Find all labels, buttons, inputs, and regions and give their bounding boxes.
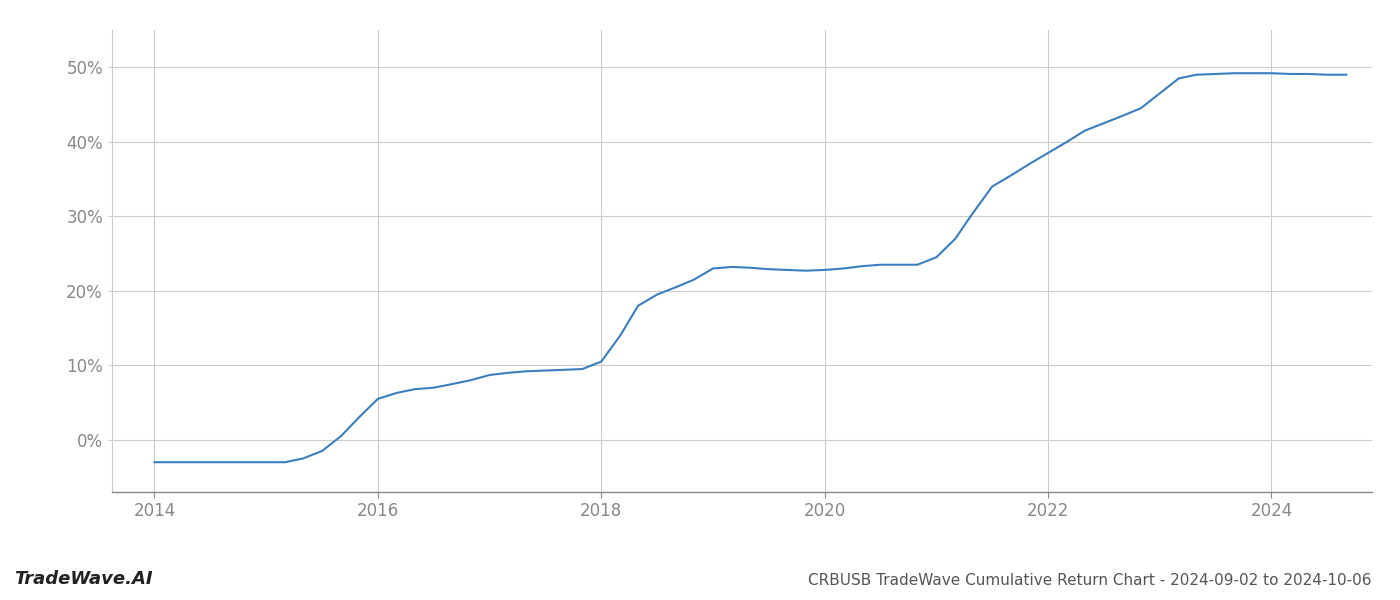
Text: TradeWave.AI: TradeWave.AI — [14, 570, 153, 588]
Text: CRBUSB TradeWave Cumulative Return Chart - 2024-09-02 to 2024-10-06: CRBUSB TradeWave Cumulative Return Chart… — [809, 573, 1372, 588]
